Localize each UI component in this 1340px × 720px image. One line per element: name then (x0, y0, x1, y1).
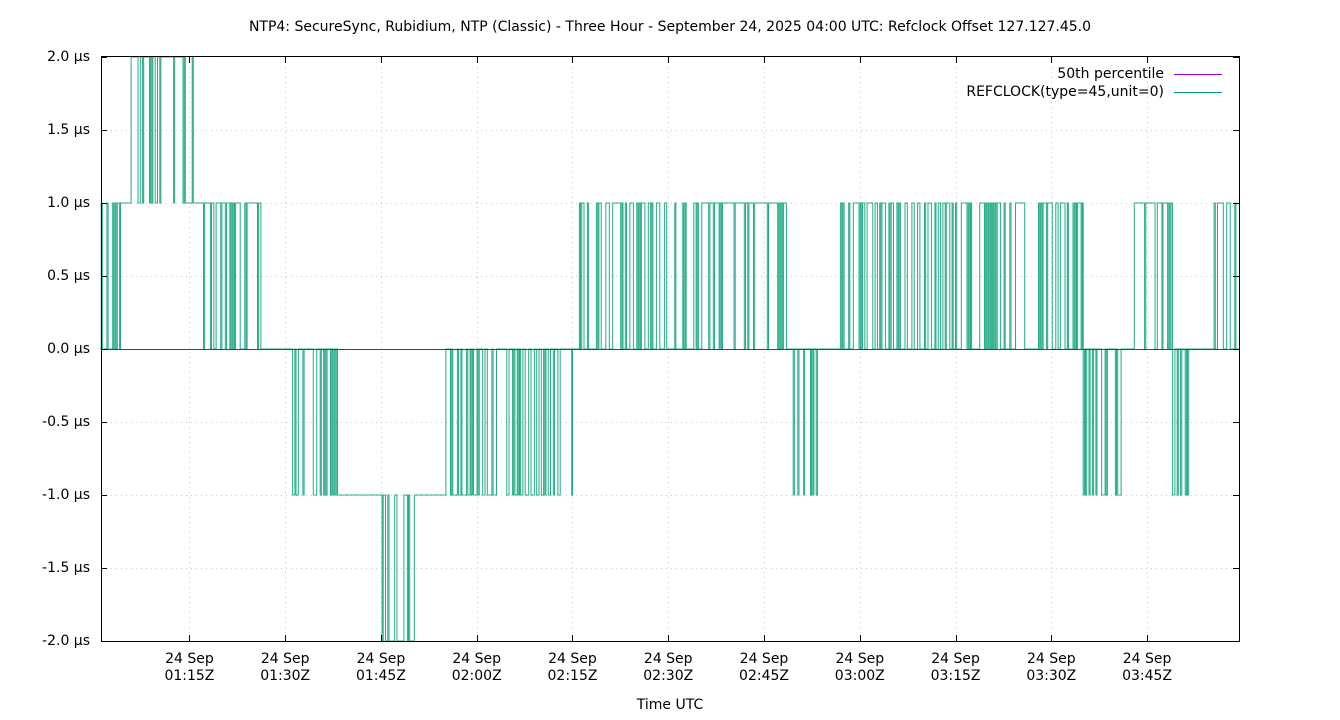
legend-label-median: 50th percentile (1057, 66, 1164, 82)
x-tick-label: 24 Sep 01:45Z (355, 651, 406, 684)
x-tick-label: 24 Sep 02:45Z (739, 651, 789, 684)
y-tick-label: 0.5 µs (47, 268, 90, 284)
plot-frame (101, 56, 1240, 642)
y-tick-label: 1.5 µs (47, 122, 90, 138)
x-tick-label: 24 Sep 01:30Z (260, 651, 311, 684)
y-tick-label: -1.0 µs (42, 487, 90, 503)
y-tick-label: 1.0 µs (47, 195, 90, 211)
x-tick-label: 24 Sep 03:00Z (834, 651, 885, 684)
legend: 50th percentile REFCLOCK(type=45,unit=0) (966, 65, 1222, 101)
chart-title: NTP4: SecureSync, Rubidium, NTP (Classic… (248, 19, 1092, 35)
x-tick-label: 24 Sep 03:45Z (1122, 651, 1173, 684)
legend-label-refclock: REFCLOCK(type=45,unit=0) (966, 84, 1164, 100)
x-tick-label: 24 Sep 02:00Z (451, 651, 502, 684)
legend-swatch-refclock (1174, 91, 1222, 93)
y-tick-label: -1.5 µs (42, 560, 90, 576)
y-tick-label: -0.5 µs (42, 414, 90, 430)
legend-entry-refclock: REFCLOCK(type=45,unit=0) (966, 83, 1222, 101)
legend-entry-median: 50th percentile (966, 65, 1222, 83)
x-tick-label: 24 Sep 02:15Z (547, 651, 598, 684)
y-tick-label: 2.0 µs (47, 49, 90, 65)
x-tick-label: 24 Sep 03:30Z (1026, 651, 1077, 684)
legend-swatch-median (1174, 73, 1222, 75)
y-tick-label: -2.0 µs (42, 633, 90, 649)
x-tick-label: 24 Sep 03:15Z (930, 651, 981, 684)
x-tick-label: 24 Sep 02:30Z (643, 651, 694, 684)
x-axis-label: Time UTC (636, 697, 704, 713)
x-tick-label: 24 Sep 01:15Z (164, 651, 215, 684)
y-tick-label: 0.0 µs (47, 341, 90, 357)
